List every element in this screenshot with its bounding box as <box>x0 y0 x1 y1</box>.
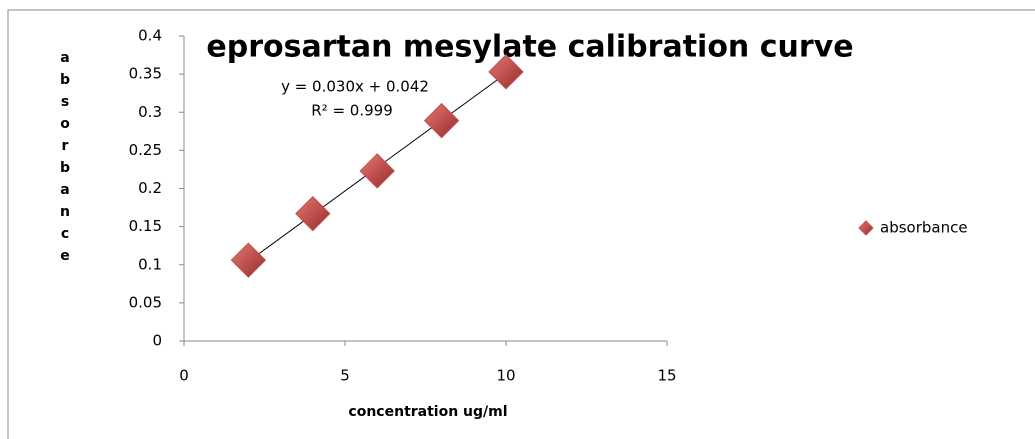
x-tick-label: 10 <box>496 367 515 385</box>
marker <box>359 153 395 189</box>
y-tick-label: 0.05 <box>129 293 162 311</box>
x-tick-label: 5 <box>340 367 350 385</box>
y-tick-label: 0.2 <box>138 179 162 197</box>
x-tick-label: 0 <box>179 367 189 385</box>
chart-frame <box>7 9 1035 439</box>
annotation: R² = 0.999 <box>311 102 392 120</box>
y-tick-label: 0.4 <box>138 27 162 45</box>
y-axis-label: absorbance <box>57 50 73 270</box>
y-tick-label: 0 <box>152 332 162 350</box>
y-tick-label: 0.35 <box>129 65 162 83</box>
marker <box>488 54 524 90</box>
y-tick-label: 0.3 <box>138 103 162 121</box>
chart-title: eprosartan mesylate calibration curve <box>206 30 853 65</box>
y-tick-label: 0.25 <box>129 141 162 159</box>
y-tick-label: 0.1 <box>138 255 162 273</box>
legend-label: absorbance <box>880 219 968 237</box>
x-tick-label: 15 <box>657 367 676 385</box>
x-axis-label: concentration ug/ml <box>348 404 507 420</box>
marker <box>295 195 331 232</box>
y-tick-label: 0.15 <box>129 217 162 235</box>
marker <box>230 242 267 278</box>
annotation: y = 0.030x + 0.042 <box>281 78 429 96</box>
legend-marker <box>858 220 874 236</box>
marker <box>423 102 460 139</box>
